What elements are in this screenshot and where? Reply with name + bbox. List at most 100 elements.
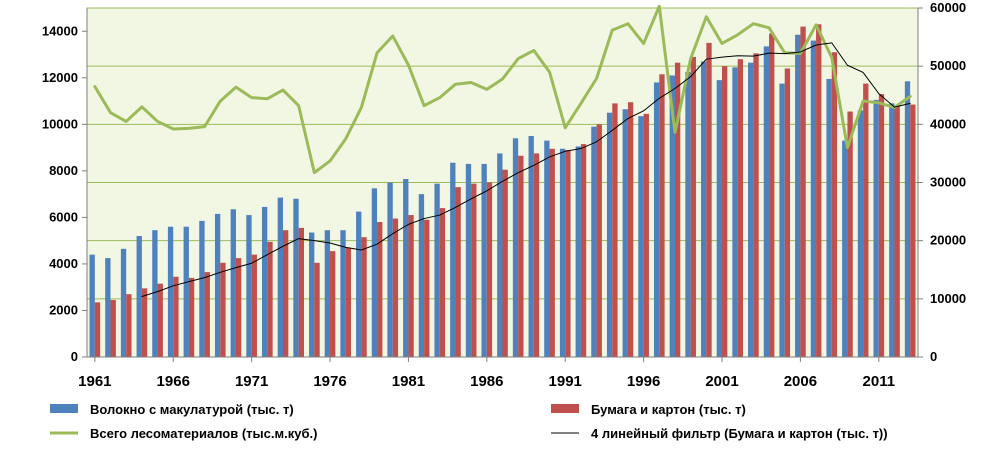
bar-paper — [377, 222, 383, 357]
bar-paper — [439, 208, 446, 357]
bar-fiber — [465, 163, 472, 357]
bar-fiber — [748, 62, 754, 358]
line-timber — [93, 4, 912, 175]
y-tick-label-right: 50000 — [930, 58, 966, 73]
x-tick-label: 2001 — [705, 373, 738, 390]
x-tick-label: 2011 — [863, 373, 896, 390]
bar-paper — [251, 254, 257, 357]
bar-paper — [330, 251, 336, 357]
legend-label: Волокно с макулатурой (тыс. т) — [90, 402, 294, 417]
bar-fiber — [857, 110, 864, 358]
y-tick-label-left: 4000 — [49, 256, 78, 271]
bar-paper — [674, 62, 681, 358]
bar-series — [89, 34, 911, 358]
bar-paper — [784, 68, 791, 358]
bar-paper — [94, 302, 101, 357]
bar-fiber — [889, 103, 895, 357]
bar-fiber — [669, 75, 675, 357]
x-tick-label: 1976 — [313, 373, 346, 390]
legend-swatch — [50, 404, 78, 413]
bar-paper — [220, 262, 226, 357]
bar-paper — [126, 294, 132, 357]
bar-fiber — [481, 163, 487, 357]
bar-fiber — [418, 194, 425, 357]
x-tick-label: 1981 — [392, 373, 425, 390]
bar-fiber — [575, 146, 581, 357]
bar-paper — [706, 42, 712, 358]
bar-fiber — [638, 116, 644, 357]
axes-layer: 0 2000 4000 6000 8000 10000 12000 14000 0 10000 20… — [42, 0, 966, 390]
bar-paper — [596, 124, 602, 357]
bar-fiber — [606, 112, 613, 357]
y-tick-label-left: 14000 — [42, 23, 78, 38]
bar-fiber — [873, 99, 879, 358]
bar-fiber — [246, 215, 252, 357]
bar-fiber — [795, 34, 801, 357]
bar-paper — [910, 104, 916, 357]
bar-fiber — [842, 140, 848, 357]
bar-fiber — [701, 61, 707, 357]
legend-swatch — [551, 404, 579, 413]
bar-fiber — [403, 179, 409, 357]
bar-fiber — [512, 138, 519, 357]
bar-fiber — [685, 71, 691, 357]
bar-paper — [392, 218, 399, 357]
y-tick-label-right: 0 — [930, 349, 937, 364]
bar-paper — [157, 283, 163, 357]
y-tick-label-right: 10000 — [930, 291, 966, 306]
bar-paper — [643, 113, 649, 357]
bar-fiber — [152, 230, 158, 357]
bar-paper — [863, 83, 869, 358]
y-tick-label-right: 60000 — [930, 0, 966, 15]
legend-item-paper: Бумага и картон (тыс. т) — [551, 402, 746, 417]
bar-paper — [486, 182, 493, 357]
bar-fiber — [591, 126, 597, 357]
legend: Волокно с макулатурой (тыс. т) Бумага и к… — [50, 402, 888, 441]
x-tick-label: 1996 — [627, 373, 660, 390]
bar-paper — [141, 288, 148, 357]
bar-fiber — [559, 148, 566, 357]
x-tick-label: 2006 — [784, 373, 817, 390]
bar-paper — [737, 59, 744, 357]
y-tick-label-left: 0 — [71, 349, 78, 364]
bar-paper — [800, 26, 806, 358]
bar-paper — [204, 272, 210, 357]
x-tick-label: 1986 — [470, 373, 503, 390]
legend-item-filter: 4 линейный фильтр (Бумага и картон (тыс.… — [551, 426, 888, 441]
y-tick-label-right: 30000 — [930, 175, 966, 190]
bar-fiber — [183, 226, 189, 357]
bar-fiber — [356, 211, 362, 357]
bar-fiber — [261, 206, 268, 357]
bar-series — [94, 24, 916, 358]
bar-fiber — [105, 258, 111, 357]
legend-label: Бумага и картон (тыс. т) — [591, 402, 746, 417]
x-tick-label: 1971 — [235, 373, 268, 390]
bar-fiber — [387, 182, 393, 357]
bar-fiber — [810, 40, 817, 357]
bar-paper — [110, 300, 116, 357]
bar-fiber — [732, 67, 738, 357]
bar-fiber — [904, 81, 911, 357]
bar-fiber — [653, 82, 660, 357]
x-tick-label: 1961 — [78, 373, 111, 390]
y-tick-label-left: 2000 — [49, 302, 78, 317]
bar-paper — [424, 219, 430, 357]
bar-paper — [298, 227, 304, 357]
bar-fiber — [371, 188, 378, 357]
bar-paper — [361, 237, 367, 357]
bar-fiber — [89, 254, 95, 357]
bar-fiber — [167, 226, 174, 357]
bar-paper — [455, 187, 461, 357]
y-tick-label-right: 20000 — [930, 233, 966, 248]
bar-fiber — [199, 220, 205, 357]
bar-paper — [549, 148, 555, 357]
bar-fiber — [716, 80, 723, 357]
x-tick-label: 1991 — [549, 373, 582, 390]
bar-fiber — [826, 78, 832, 358]
y-tick-label-left: 8000 — [49, 163, 78, 178]
y-tick-label-right: 40000 — [930, 116, 966, 131]
y-tick-label-left: 10000 — [42, 116, 78, 131]
bars-layer — [89, 24, 916, 358]
